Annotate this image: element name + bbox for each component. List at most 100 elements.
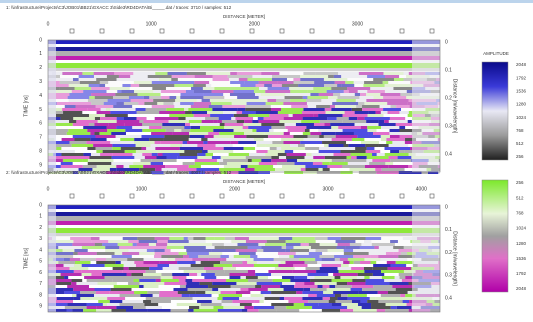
radargram-cell: [195, 159, 217, 162]
radargram-cell: [206, 84, 211, 87]
radargram-cell: [242, 309, 247, 312]
radargram-cell: [274, 306, 286, 309]
radargram-cell: [121, 261, 134, 264]
radargram-cell: [247, 102, 266, 105]
radargram-cell: [139, 285, 144, 288]
radargram-cell: [389, 156, 398, 159]
radargram-cell: [308, 135, 320, 138]
radargram-cell: [282, 246, 286, 249]
radargram-cell: [389, 165, 409, 168]
radargram-cell: [375, 168, 381, 171]
radargram-cell: [83, 159, 88, 162]
radargram-cell: [99, 84, 105, 87]
radargram-cell: [306, 126, 331, 129]
radargram-cell: [55, 285, 67, 288]
radargram-cell: [233, 84, 240, 87]
radargram-cell: [64, 258, 70, 261]
radargram-cell: [252, 120, 258, 123]
radargram-cell: [83, 165, 97, 168]
radargram-cell: [69, 141, 86, 144]
radargram-cell: [358, 273, 373, 276]
radargram-cell: [124, 123, 142, 126]
radargram-cell: [73, 162, 88, 165]
radargram-cell: [322, 252, 344, 255]
radargram-cell: [166, 108, 184, 111]
radargram-cell: [91, 240, 108, 243]
radargram-cell: [87, 306, 97, 309]
radargram-cell: [305, 144, 324, 147]
radargram-cell: [322, 162, 329, 165]
radargram-cell: [65, 105, 76, 108]
radargram-cell: [91, 237, 100, 240]
radargram-cell: [248, 279, 273, 282]
radargram-cell: [203, 93, 223, 96]
radargram-cell: [329, 300, 336, 303]
y2-tick-label: 0.4: [445, 295, 452, 301]
radargram-cell: [345, 72, 358, 75]
radargram-cell: [338, 72, 345, 75]
radargram-cell: [219, 294, 229, 297]
radargram-cell: [286, 156, 304, 159]
radargram-cell: [244, 147, 255, 150]
radargram-cell: [95, 117, 100, 120]
radargram-cell: [72, 279, 83, 282]
radargram-cell: [314, 276, 334, 279]
radargram-cell: [259, 171, 270, 174]
radargram-cell: [340, 309, 353, 312]
radargram-cell: [315, 258, 321, 261]
radargram-cell: [351, 288, 362, 291]
radargram-cell: [136, 108, 146, 111]
radargram-cell: [242, 294, 250, 297]
radargram-cell: [82, 273, 92, 276]
radargram-cell: [168, 72, 187, 75]
radargram-cell: [131, 84, 139, 87]
y2-tick-label: 0: [445, 204, 448, 210]
radargram-cell: [183, 255, 189, 258]
radargram-cell: [141, 159, 152, 162]
radargram-cell: [373, 132, 389, 135]
radargram-cell: [338, 126, 361, 129]
y2-tick-label: 0: [445, 39, 448, 45]
radargram-cell: [250, 255, 257, 258]
radargram-cell: [316, 240, 336, 243]
radargram-cell: [124, 117, 137, 120]
radargram-cell: [236, 267, 257, 270]
y2-tick-label: 0.1: [445, 67, 452, 73]
radargram-cell: [355, 123, 379, 126]
radargram-cell: [79, 75, 94, 78]
radargram-cell: [335, 300, 352, 303]
radargram-cell: [67, 303, 86, 306]
trace-marker: [70, 194, 74, 198]
radargram-cell: [220, 261, 242, 264]
radargram-cell: [257, 153, 265, 156]
radargram-cell: [307, 264, 321, 267]
radargram-cell: [290, 279, 310, 282]
radargram-cell: [91, 273, 102, 276]
radargram-cell: [253, 78, 272, 81]
radargram-cell: [197, 156, 212, 159]
radargram-cell: [351, 267, 364, 270]
y-tick-label: 3: [39, 79, 42, 85]
radargram-cell: [289, 114, 293, 117]
radargram-cell: [224, 126, 242, 129]
radargram-cell: [328, 273, 333, 276]
radargram-cell: [392, 141, 404, 144]
radargram-cell: [152, 81, 176, 84]
radargram-cell: [209, 81, 230, 84]
radargram-cell: [129, 267, 149, 270]
radargram-cell: [171, 249, 187, 252]
radargram-cell: [57, 102, 68, 105]
radargram-cell: [293, 81, 314, 84]
radargram-cell: [271, 273, 286, 276]
radargram-cell: [213, 306, 223, 309]
radargram-cell: [385, 90, 407, 93]
radargram-cell: [370, 276, 382, 279]
radargram-cell: [380, 258, 392, 261]
radargram-band: [48, 228, 440, 233]
radargram-cell: [144, 96, 149, 99]
radargram-cell: [278, 264, 293, 267]
radargram-cell: [82, 279, 86, 282]
radargram-cell: [67, 132, 91, 135]
radargram-cell: [327, 165, 342, 168]
radargram-cell: [390, 117, 405, 120]
